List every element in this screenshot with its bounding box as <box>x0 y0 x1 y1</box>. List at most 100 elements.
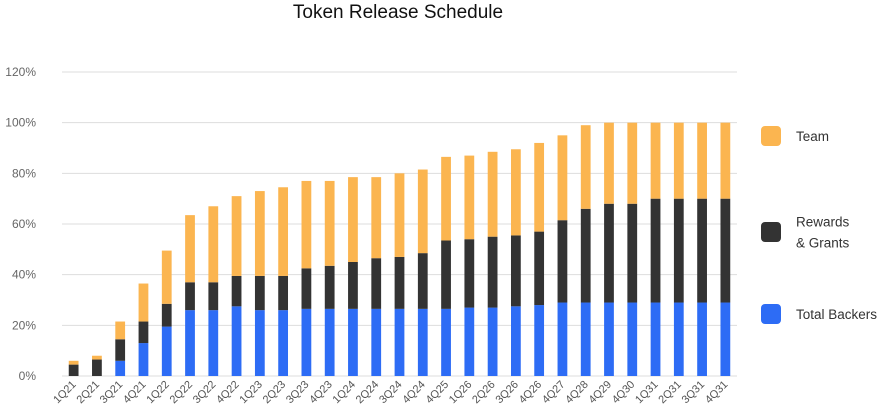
legend-swatch-team <box>761 126 781 146</box>
bar-segment-total-backers <box>208 310 219 376</box>
x-tick-label: 3Q22 <box>191 379 219 407</box>
bar-segment-total-backers <box>348 308 358 376</box>
bar-segment-total-backers <box>697 302 707 376</box>
y-tick-label: 0% <box>19 369 37 383</box>
bar-segment-team <box>557 135 568 221</box>
bar-segment-team <box>208 206 219 283</box>
bar-segment-rewards-grants <box>580 208 591 303</box>
bar-segment-team <box>580 125 591 209</box>
x-tick-label: 4Q30 <box>610 379 638 407</box>
bar-segment-rewards-grants <box>464 239 475 308</box>
bar-segment-rewards-grants <box>208 282 219 311</box>
bar-segment-team <box>115 321 126 340</box>
bar-segment-team <box>464 155 475 240</box>
bar-segment-team <box>231 196 242 276</box>
bar-segment-team <box>301 180 312 269</box>
bar-segment-rewards-grants <box>231 275 242 307</box>
x-tick-label: 4Q31 <box>703 379 731 407</box>
legend-label-rewards-grants: & Grants <box>796 236 850 251</box>
bar-segment-rewards-grants <box>487 236 498 308</box>
bar-segment-total-backers <box>650 302 661 376</box>
y-tick-label: 120% <box>5 65 36 79</box>
bar-segment-total-backers <box>557 302 568 376</box>
y-tick-label: 20% <box>12 318 36 332</box>
bar-segment-team <box>92 355 102 360</box>
x-axis-ticks: 1Q212Q213Q214Q211Q222Q223Q224Q221Q232Q23… <box>51 379 730 407</box>
x-tick-label: 3Q21 <box>98 379 126 407</box>
bar-segment-rewards-grants <box>68 364 79 376</box>
bar-segment-team <box>673 122 684 199</box>
bar-segment-total-backers <box>673 302 684 376</box>
bar-segment-total-backers <box>254 310 265 376</box>
bar-segment-rewards-grants <box>534 231 545 306</box>
bar-segment-total-backers <box>324 308 335 376</box>
bar-segment-rewards-grants <box>254 275 265 311</box>
x-tick-label: 4Q28 <box>563 379 591 407</box>
bar-segment-rewards-grants <box>301 268 312 309</box>
bar-segment-rewards-grants <box>557 220 568 303</box>
bar-segment-rewards-grants <box>92 359 102 376</box>
x-tick-label: 2Q24 <box>354 379 382 407</box>
bar-segment-total-backers <box>487 307 498 376</box>
legend-label-rewards-grants: Rewards <box>796 215 850 230</box>
bar-segment-total-backers <box>231 306 242 376</box>
bar-segment-team <box>254 191 265 276</box>
bar-segment-team <box>185 215 195 283</box>
x-tick-label: 3Q24 <box>377 379 405 407</box>
bar-segment-total-backers <box>138 343 149 376</box>
bar-segment-rewards-grants <box>697 198 707 303</box>
x-tick-label: 1Q22 <box>144 379 172 407</box>
bar-segment-team <box>650 122 661 199</box>
bar-segment-rewards-grants <box>394 256 405 309</box>
x-tick-label: 4Q21 <box>121 379 149 407</box>
bar-segment-total-backers <box>278 310 289 376</box>
legend-label-team: Team <box>796 129 829 144</box>
chart-title: Token Release Schedule <box>293 2 503 23</box>
bar-segment-total-backers <box>417 308 428 376</box>
x-tick-label: 4Q24 <box>400 379 428 407</box>
x-tick-label: 1Q24 <box>331 379 359 407</box>
bar-segment-rewards-grants <box>604 203 614 303</box>
bar-segment-team <box>487 151 498 237</box>
bar-segment-total-backers <box>394 308 405 376</box>
bar-segment-rewards-grants <box>138 321 149 344</box>
x-tick-label: 3Q23 <box>284 379 312 407</box>
bar-segment-team <box>348 177 358 262</box>
bar-segment-team <box>371 177 382 259</box>
bar-segment-team <box>627 122 638 204</box>
x-tick-label: 3Q31 <box>680 379 708 407</box>
bar-segment-total-backers <box>534 305 545 376</box>
y-tick-label: 40% <box>12 268 36 282</box>
x-tick-label: 3Q26 <box>493 379 521 407</box>
bar-segment-rewards-grants <box>627 203 638 303</box>
bar-segment-total-backers <box>720 302 731 376</box>
bar-segment-total-backers <box>580 302 591 376</box>
bar-segment-total-backers <box>161 326 172 376</box>
bar-segment-rewards-grants <box>185 282 195 311</box>
x-tick-label: 1Q31 <box>633 379 661 407</box>
bar-segment-team <box>138 283 149 322</box>
bar-segment-total-backers <box>510 306 521 376</box>
x-tick-label: 2Q21 <box>75 379 103 407</box>
bar-segment-total-backers <box>627 302 638 376</box>
bar-segment-total-backers <box>371 308 382 376</box>
x-tick-label: 4Q23 <box>307 379 335 407</box>
x-tick-label: 1Q23 <box>237 379 265 407</box>
x-tick-label: 4Q29 <box>587 379 615 407</box>
legend: Team Rewards & Grants Total Backers <box>761 126 877 324</box>
bar-segment-rewards-grants <box>650 198 661 303</box>
bar-segment-total-backers <box>604 302 614 376</box>
bar-segment-team <box>324 180 335 266</box>
y-axis-ticks: 0% 20% 40% 60% 80% 100% 120% <box>5 65 36 383</box>
x-tick-label: 2Q23 <box>261 379 289 407</box>
x-tick-label: 4Q27 <box>540 379 568 407</box>
x-tick-label: 2Q22 <box>168 379 196 407</box>
bar-segment-team <box>697 122 707 199</box>
bar-segment-rewards-grants <box>161 303 172 327</box>
bar-segment-team <box>510 149 521 236</box>
bar-segment-total-backers <box>115 360 126 376</box>
x-tick-label: 1Q21 <box>51 379 79 407</box>
bar-segment-team <box>720 122 731 199</box>
x-tick-label: 4Q22 <box>214 379 242 407</box>
y-tick-label: 60% <box>12 217 36 231</box>
